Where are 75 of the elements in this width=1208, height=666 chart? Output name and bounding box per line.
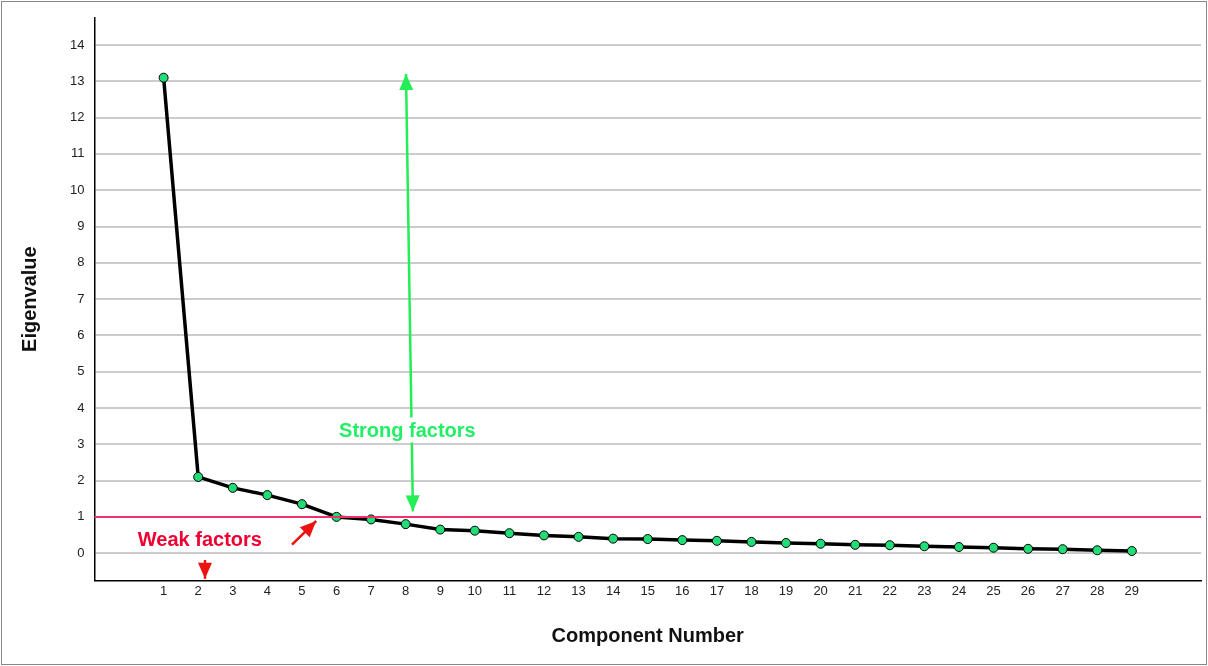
x-tick-label: 26 (1020, 582, 1036, 598)
annotation: Strong factors (333, 417, 482, 443)
point (504, 528, 515, 539)
x-axis-title: Component Number (551, 623, 745, 646)
y-tick-label: 10 (69, 181, 85, 197)
point (642, 534, 653, 545)
y-tick-label: 8 (77, 254, 85, 270)
point (1092, 545, 1103, 556)
point (919, 541, 930, 552)
x-tick-label: 20 (813, 582, 828, 598)
x-tick-label: 16 (675, 582, 690, 598)
y-tick-label: 3 (77, 435, 85, 451)
x-tick-label: 10 (467, 582, 483, 598)
y-tick-label: 0 (77, 544, 85, 560)
y-tick-label: 4 (77, 399, 85, 415)
x-tick-label: 7 (367, 582, 375, 598)
point (400, 519, 411, 530)
x-tick-label: 12 (536, 582, 552, 598)
point (538, 530, 549, 541)
point (262, 490, 273, 501)
x-tick-label: 25 (986, 582, 1001, 598)
x-tick-label: 22 (882, 582, 898, 598)
x-tick-label: 17 (709, 582, 725, 598)
point (815, 538, 826, 549)
x-tick-label: 8 (402, 582, 410, 598)
point (884, 540, 895, 551)
point (1023, 543, 1034, 554)
annotation: Weak factors (131, 526, 268, 552)
point (158, 72, 169, 83)
x-tick-label: 21 (847, 582, 863, 598)
point (435, 524, 446, 535)
point (677, 535, 688, 546)
y-tick-label: 14 (69, 36, 85, 52)
y-tick-label: 2 (77, 472, 85, 488)
point (193, 471, 204, 482)
point (746, 536, 757, 547)
x-tick-label: 9 (436, 582, 444, 598)
x-tick-label: 13 (571, 582, 586, 598)
point (781, 538, 792, 549)
x-tick-label: 18 (744, 582, 759, 598)
point (988, 542, 999, 553)
point (850, 539, 861, 550)
point (469, 525, 480, 536)
x-tick-label: 6 (332, 582, 341, 598)
x-tick-label: 4 (263, 582, 271, 598)
x-tick-label: 27 (1055, 582, 1070, 598)
y-tick-label: 6 (77, 326, 85, 342)
y-tick-label: 9 (77, 218, 85, 234)
point (296, 499, 307, 510)
x-tick-label: 24 (951, 582, 967, 598)
x-tick-label: 14 (605, 582, 621, 598)
y-tick-label: 7 (77, 290, 85, 306)
point (953, 542, 964, 553)
y-tick-label: 5 (77, 363, 85, 379)
x-tick-label: 1 (160, 582, 168, 598)
x-tick-label: 2 (194, 582, 202, 598)
point (573, 531, 584, 542)
y-tick-label: 11 (70, 145, 85, 161)
point (227, 482, 238, 493)
point (608, 533, 619, 544)
y-axis-title: Eigenvalue (17, 246, 40, 352)
x-tick-label: 15 (640, 582, 655, 598)
x-tick-label: 11 (502, 582, 517, 598)
point (1057, 544, 1068, 555)
x-tick-label: 23 (917, 582, 932, 598)
y-tick-label: 1 (77, 508, 85, 524)
x-tick-label: 29 (1124, 582, 1140, 598)
point (711, 535, 722, 546)
y-tick-label: 13 (69, 72, 85, 88)
x-tick-label: 5 (298, 582, 306, 598)
x-tick-label: 3 (229, 582, 237, 598)
point (1126, 546, 1137, 556)
x-tick-label: 19 (778, 582, 794, 598)
x-tick-label: 28 (1090, 582, 1105, 598)
y-tick-label: 12 (69, 109, 85, 125)
